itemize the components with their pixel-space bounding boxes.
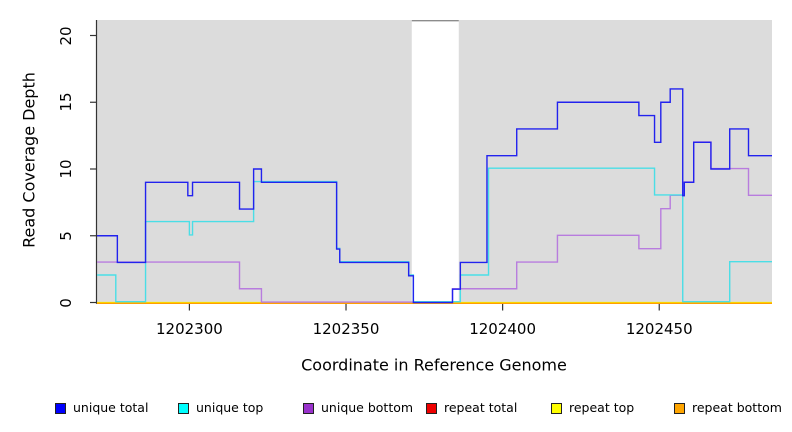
legend-item-repeat-bottom: repeat bottom xyxy=(674,401,782,415)
x-tick-label: 1202450 xyxy=(625,320,693,338)
y-axis-title: Read Coverage Depth xyxy=(19,72,39,248)
x-tick-label: 1202300 xyxy=(155,320,223,338)
legend-item-unique-bottom: unique bottom xyxy=(303,401,413,415)
legend-swatch-unique-bottom xyxy=(303,402,314,414)
y-tick-label: 20 xyxy=(57,25,75,46)
legend-label-repeat-top: repeat top xyxy=(569,400,635,415)
legend-swatch-unique-total xyxy=(55,402,66,414)
no-data-band xyxy=(411,20,459,303)
legend-swatch-unique-top xyxy=(178,402,189,414)
series-line-unique-top xyxy=(97,167,772,303)
y-tick-label: 5 xyxy=(57,230,75,241)
legend-label-repeat-total: repeat total xyxy=(444,400,518,415)
legend-label-unique-top: unique top xyxy=(196,400,264,415)
legend-swatch-repeat-total xyxy=(426,402,437,414)
legend-label-repeat-bottom: repeat bottom xyxy=(692,400,782,415)
legend-item-unique-total: unique total xyxy=(55,401,148,415)
legend-item-unique-top: unique top xyxy=(178,401,263,415)
x-tick-label: 1202350 xyxy=(312,320,380,338)
y-tick-label: 10 xyxy=(57,159,75,179)
legend-label-unique-total: unique total xyxy=(73,400,149,415)
legend-item-repeat-top: repeat top xyxy=(551,401,634,415)
series-line-unique-total xyxy=(97,88,772,304)
legend-item-repeat-total: repeat total xyxy=(426,401,517,415)
legend-swatch-repeat-bottom xyxy=(674,402,685,414)
legend-label-unique-bottom: unique bottom xyxy=(321,400,414,415)
x-axis-title: Coordinate in Reference Genome xyxy=(301,355,567,375)
y-tick-label: 15 xyxy=(57,92,75,112)
legend-swatch-repeat-top xyxy=(551,402,562,414)
x-tick-label: 1202400 xyxy=(469,320,537,338)
y-tick-label: 0 xyxy=(57,297,75,308)
